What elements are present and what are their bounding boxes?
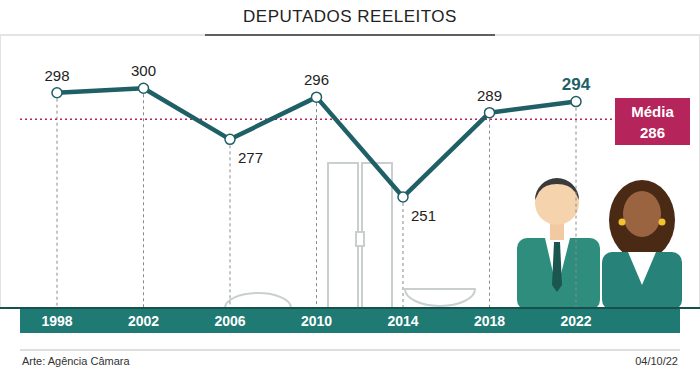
point xyxy=(52,88,62,98)
x-axis-band xyxy=(20,308,680,333)
plot-frame-right xyxy=(699,35,700,308)
drop-line xyxy=(576,102,577,308)
man-tie xyxy=(552,242,562,292)
dome xyxy=(225,293,291,308)
x-tick-label: 2002 xyxy=(128,313,159,329)
woman-face xyxy=(623,191,661,237)
drop-line xyxy=(57,93,58,308)
chart-svg: DEPUTADOS REELEITOS 298 300 277 296 251 289 294… xyxy=(0,0,700,378)
title-underline xyxy=(205,34,495,36)
drop-line xyxy=(230,139,231,308)
tower-right xyxy=(362,163,392,308)
tower-left xyxy=(328,163,358,308)
background xyxy=(0,0,700,378)
x-tick-label: 2022 xyxy=(560,313,591,329)
drop-line xyxy=(489,113,490,308)
chart-container: DEPUTADOS REELEITOS 298 300 277 296 251 289 294… xyxy=(0,0,700,378)
woman-suit xyxy=(602,252,682,310)
plot-frame-top xyxy=(0,35,700,36)
x-tick-label: 2014 xyxy=(387,313,418,329)
woman-earring xyxy=(659,219,666,226)
bowl xyxy=(405,289,475,306)
title: DEPUTADOS REELEITOS xyxy=(243,7,457,26)
woman-blouse xyxy=(628,252,656,285)
x-tick-label: 2006 xyxy=(214,313,245,329)
data-label: 294 xyxy=(562,75,591,94)
data-label: 277 xyxy=(238,149,263,166)
point xyxy=(139,83,149,93)
x-tick-label: 1998 xyxy=(41,313,72,329)
man-hair xyxy=(535,178,579,200)
x-tick-label: 2018 xyxy=(474,313,505,329)
drop-line xyxy=(143,88,144,308)
point xyxy=(485,108,495,118)
man-suit xyxy=(517,238,600,310)
tower-bridge xyxy=(356,232,364,246)
woman-hair xyxy=(609,180,675,260)
plot-frame-left xyxy=(0,35,1,308)
point xyxy=(398,192,408,202)
data-label: 296 xyxy=(304,71,329,88)
data-label: 289 xyxy=(477,87,502,104)
drop-line xyxy=(316,97,317,308)
point xyxy=(225,134,235,144)
illustration xyxy=(225,163,682,310)
data-label: 251 xyxy=(411,207,436,224)
drop-line xyxy=(403,197,404,308)
series-line xyxy=(57,88,576,197)
data-label: 298 xyxy=(44,67,69,84)
source: Arte: Agência Câmara xyxy=(22,355,130,367)
series-group xyxy=(52,83,581,202)
x-tick-label: 2010 xyxy=(301,313,332,329)
average-label: Média xyxy=(631,103,674,120)
average-value: 286 xyxy=(640,124,665,141)
average-line xyxy=(20,119,615,121)
point xyxy=(312,92,322,102)
point xyxy=(571,97,581,107)
average-box xyxy=(615,98,690,145)
data-label: 300 xyxy=(131,62,156,79)
date: 04/10/22 xyxy=(635,355,678,367)
x-axis-line xyxy=(0,307,700,309)
woman-earring xyxy=(619,219,626,226)
footer-rule xyxy=(20,350,680,351)
